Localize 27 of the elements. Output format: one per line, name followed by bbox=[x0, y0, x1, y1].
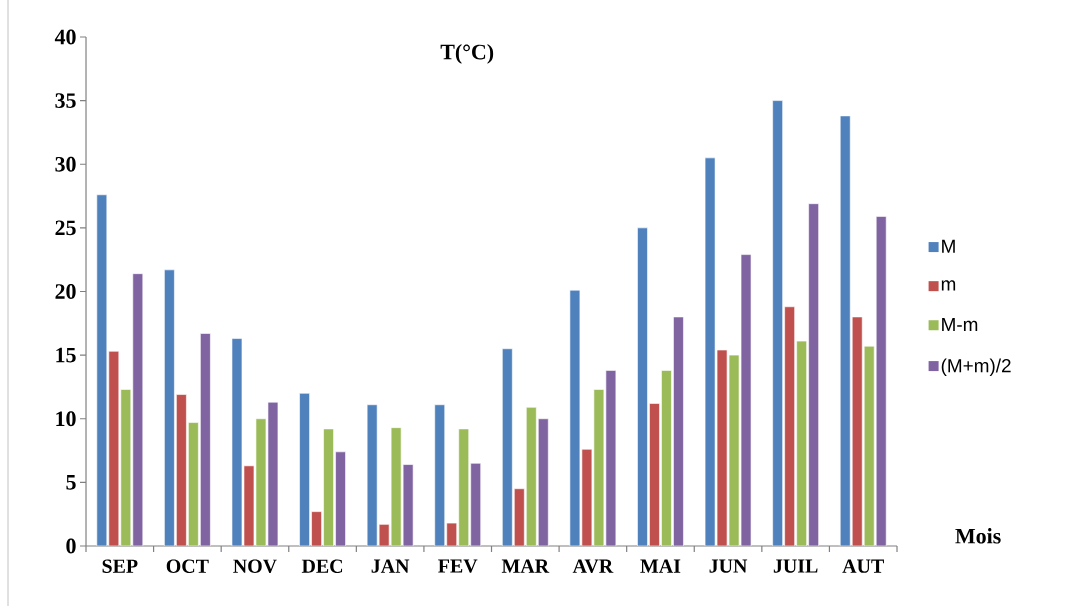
y-tick-label: 35 bbox=[55, 93, 76, 108]
y-tick-label: 25 bbox=[55, 220, 76, 236]
y-tick-label: 0 bbox=[66, 538, 76, 554]
x-tick-label: DEC bbox=[301, 559, 343, 573]
x-tick-label: JUIL bbox=[773, 559, 818, 573]
x-tick-label: AUT bbox=[842, 559, 884, 573]
y-tick-label: 20 bbox=[55, 284, 76, 299]
y-tick-label: 30 bbox=[55, 156, 76, 172]
x-tick-label: SEP bbox=[102, 559, 138, 573]
chart-title: T(°C) bbox=[440, 43, 494, 64]
x-tick-label: NOV bbox=[233, 559, 277, 573]
y-tick-label: 10 bbox=[56, 411, 76, 427]
legend-label: M-m bbox=[942, 317, 978, 331]
x-axis-title: Mois bbox=[955, 528, 1001, 544]
legend-label: M bbox=[942, 239, 955, 253]
y-tick-label: 15 bbox=[56, 347, 76, 363]
x-tick-label: AVR bbox=[572, 559, 614, 573]
legend-label: (M+m)/2 bbox=[941, 358, 1011, 377]
y-tick-label: 5 bbox=[66, 475, 76, 490]
x-tick-label: JUN bbox=[709, 559, 748, 573]
x-tick-label: OCT bbox=[166, 559, 209, 573]
x-tick-label: JAN bbox=[371, 559, 410, 573]
y-tick-label: 40 bbox=[54, 29, 76, 45]
legend-label: m bbox=[941, 280, 956, 291]
x-tick-label: MAR bbox=[501, 559, 550, 573]
x-tick-label: FEV bbox=[438, 559, 478, 573]
x-tick-label: MAI bbox=[640, 559, 681, 573]
